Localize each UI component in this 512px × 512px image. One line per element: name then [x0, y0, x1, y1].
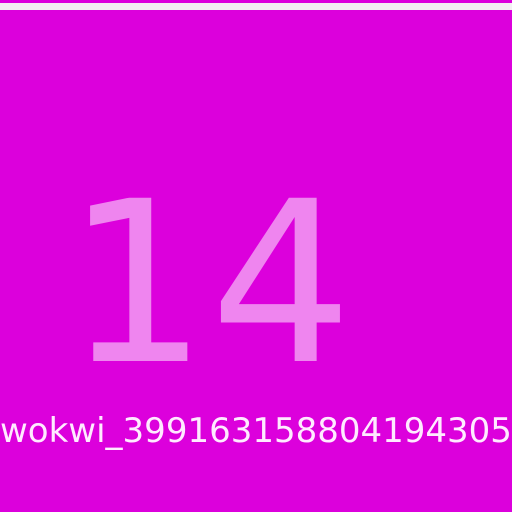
device-label: wokwi_3991631588041943059	[0, 411, 512, 451]
display-screen: 14 wokwi_3991631588041943059	[0, 12, 512, 512]
counter-value: 14	[65, 153, 355, 414]
top-strip	[0, 3, 512, 10]
top-bar	[0, 0, 512, 12]
